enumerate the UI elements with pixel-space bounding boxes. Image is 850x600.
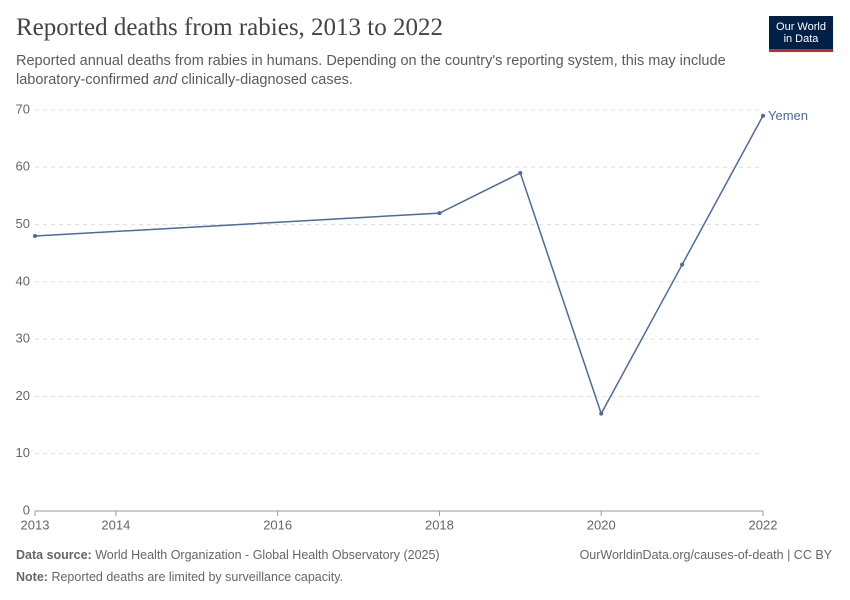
url[interactable]: OurWorldinData.org/causes-of-death | CC … bbox=[579, 548, 832, 562]
source: Data source: World Health Organization -… bbox=[16, 548, 440, 562]
subtitle-text: laboratory-confirmed bbox=[16, 72, 149, 88]
x-tick-label: 2016 bbox=[263, 517, 292, 532]
chart-title: Reported deaths from rabies, 2013 to 202… bbox=[16, 14, 443, 41]
note: Note: Reported deaths are limited by sur… bbox=[16, 570, 343, 584]
series-line bbox=[34, 115, 764, 416]
point bbox=[33, 234, 37, 239]
subtitle-text: clinically-diagnosed cases. bbox=[181, 72, 353, 88]
logo-text: in Data bbox=[783, 33, 819, 45]
x-tick-label: 2014 bbox=[101, 517, 130, 532]
y-tick-label: 50 bbox=[16, 216, 30, 231]
subtitle-line: laboratory-confirmed and clinically-diag… bbox=[16, 71, 726, 90]
point bbox=[680, 262, 685, 267]
y-tick-label: 40 bbox=[16, 273, 30, 288]
point bbox=[761, 113, 765, 118]
logo-text: Our World bbox=[776, 21, 826, 33]
point bbox=[518, 171, 523, 176]
y-tick-label: 70 bbox=[16, 101, 30, 116]
y-tick-label: 10 bbox=[16, 445, 30, 460]
note-text: Reported deaths are limited by surveilla… bbox=[51, 570, 344, 584]
source-label: Data source: bbox=[16, 548, 92, 562]
logo[interactable]: Our World in Data bbox=[769, 16, 833, 52]
x-tick-label: 2022 bbox=[749, 517, 778, 532]
series-label: Yemen bbox=[768, 108, 808, 123]
x-tick-label: 2018 bbox=[425, 517, 454, 532]
subtitle-line: Reported annual deaths from rabies in hu… bbox=[16, 53, 726, 69]
source-text: World Health Organization - Global Healt… bbox=[95, 548, 440, 562]
subtitle: Reported annual deaths from rabies in hu… bbox=[16, 52, 726, 90]
y-tick-label: 20 bbox=[16, 388, 30, 403]
x-tick-label: 2013 bbox=[21, 517, 50, 532]
y-tick-label: 60 bbox=[16, 159, 30, 174]
y-tick-label: 30 bbox=[16, 331, 30, 346]
point bbox=[599, 411, 604, 416]
point bbox=[437, 211, 442, 216]
x-tick-label: 2020 bbox=[587, 517, 616, 532]
subtitle-emphasis: and bbox=[153, 72, 178, 88]
note-label: Note: bbox=[16, 570, 48, 584]
y-tick-label: 0 bbox=[23, 502, 30, 517]
